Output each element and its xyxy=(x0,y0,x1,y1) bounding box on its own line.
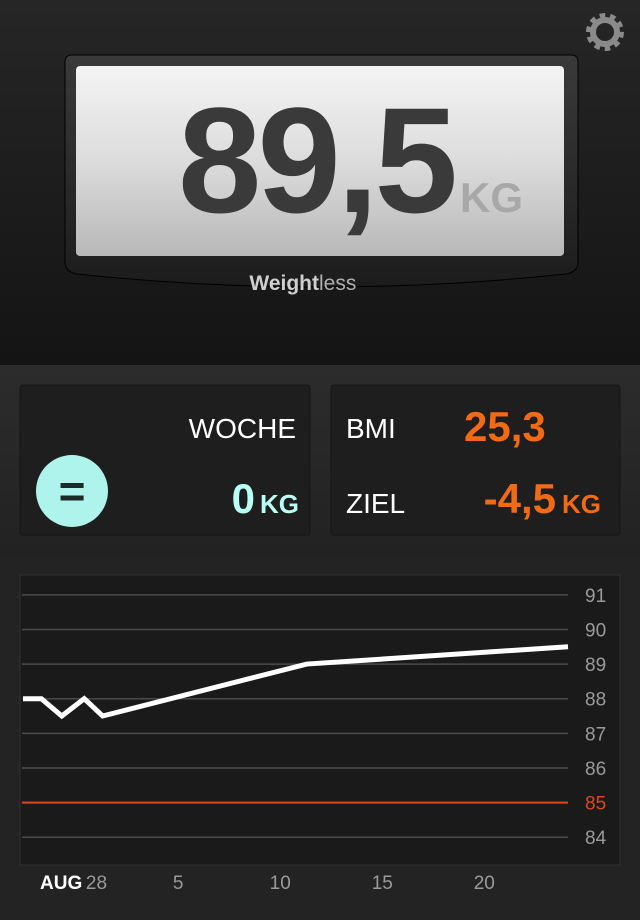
brand-light: less xyxy=(319,272,356,295)
y-tick-label: 91 xyxy=(585,586,606,607)
brand-bold: Weight xyxy=(249,272,319,295)
bmi-value: 25,3 xyxy=(464,403,546,450)
x-tick-label: 20 xyxy=(474,873,495,894)
settings-button[interactable] xyxy=(586,13,624,51)
goal-unit: KG xyxy=(562,489,601,519)
x-tick-label: 28 xyxy=(86,873,107,894)
chart-frame xyxy=(19,574,621,866)
y-tick-label: 84 xyxy=(585,828,607,849)
y-tick-label: 87 xyxy=(585,724,606,745)
bmi-label: BMI xyxy=(346,413,396,444)
goal-label: ZIEL xyxy=(346,488,405,519)
y-tick-label: 89 xyxy=(585,655,606,676)
week-unit: KG xyxy=(260,489,299,519)
week-label: WOCHE xyxy=(189,413,296,444)
x-tick-label: 5 xyxy=(173,873,184,894)
y-tick-label: 88 xyxy=(585,690,606,711)
trend-symbol: = xyxy=(59,465,86,517)
x-tick-label: 10 xyxy=(270,873,291,894)
x-tick-label: 15 xyxy=(372,873,393,894)
week-value: 0 xyxy=(232,475,255,522)
display-plate xyxy=(76,66,564,256)
goal-value: -4,5 xyxy=(484,475,556,522)
y-tick-label: 86 xyxy=(585,759,606,780)
chart: 84 85 86 87 88 89 90 91 28 5 10 15 20 xyxy=(22,586,607,894)
month-label: AUG xyxy=(40,873,82,894)
weight-line xyxy=(23,644,569,720)
y-tick-label: 90 xyxy=(585,620,606,641)
weight-unit: KG xyxy=(460,174,523,221)
y-tick-label: 85 xyxy=(585,794,606,815)
trend-badge xyxy=(36,455,108,527)
weight-value: 89,5 xyxy=(178,76,455,244)
bmi-panel xyxy=(330,384,621,536)
